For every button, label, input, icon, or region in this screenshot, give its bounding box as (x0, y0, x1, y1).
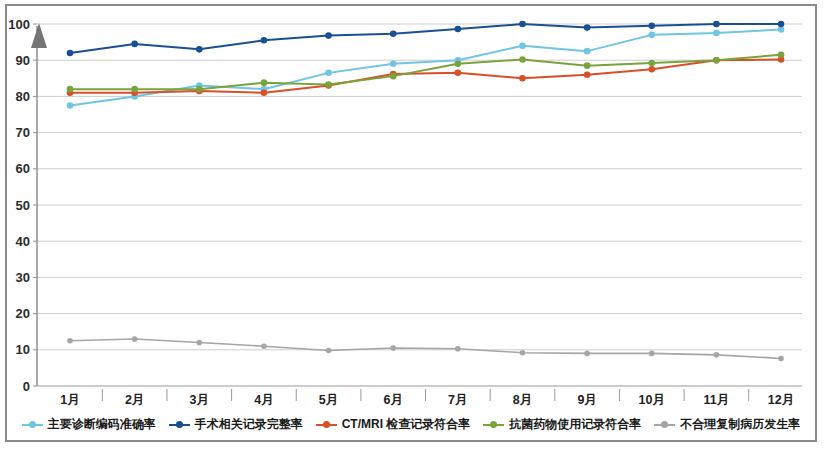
data-point (778, 21, 785, 28)
data-point (325, 32, 332, 39)
y-axis-tick-label: 30 (16, 270, 30, 285)
data-point (649, 351, 655, 357)
series-4 (67, 336, 784, 361)
data-point (325, 70, 332, 77)
data-point (648, 23, 655, 30)
y-axis-tick-label: 0 (23, 379, 30, 394)
series-line (70, 339, 781, 359)
chart-legend: 主要诊断编码准确率 手术相关记录完整率 CT/MRI 检查记录符合率 抗菌药物使… (7, 416, 815, 433)
legend-line-dot-icon (316, 420, 337, 429)
y-axis-tick-label: 50 (16, 198, 30, 213)
data-point (713, 21, 720, 28)
data-point (325, 81, 332, 88)
data-point (390, 61, 397, 68)
data-point (196, 340, 202, 346)
series-1 (67, 21, 785, 57)
data-point (455, 346, 461, 352)
data-point (648, 60, 655, 67)
legend-label: 主要诊断编码准确率 (48, 416, 156, 433)
data-point (584, 62, 591, 69)
y-axis-tick-label: 60 (16, 161, 30, 176)
x-axis-label: 12月 (768, 393, 794, 407)
y-axis-tick-label: 10 (16, 342, 30, 357)
legend-item-main-diagnosis: 主要诊断编码准确率 (22, 416, 156, 433)
data-point (714, 352, 720, 358)
legend-item-ct-mri: CT/MRI 检查记录符合率 (316, 416, 471, 433)
legend-label: 手术相关记录完整率 (195, 416, 303, 433)
data-point (519, 56, 526, 63)
legend-label: 不合理复制病历发生率 (680, 416, 800, 433)
y-axis-tick-label: 20 (16, 306, 30, 321)
data-point (455, 70, 462, 77)
line-chart-svg: 0 10 20 30 40 50 60 70 80 90 100 1月 2月 3月 4月 5月 6月 7月 8月 9月… (7, 6, 815, 410)
data-point (713, 30, 720, 37)
data-point (778, 356, 784, 362)
data-point (132, 336, 138, 342)
y-axis-arrow-up-icon (31, 23, 47, 48)
y-axis-tick-label: 70 (16, 125, 30, 140)
data-point (67, 50, 74, 57)
data-point (584, 351, 590, 357)
data-point (519, 42, 526, 49)
legend-item-antibiotics: 抗菌药物使用记录符合率 (483, 416, 641, 433)
data-point (261, 343, 267, 349)
data-point (261, 37, 268, 44)
data-point (390, 30, 397, 37)
x-axis-label: 1月 (60, 393, 79, 407)
x-axis-label: 11月 (704, 393, 730, 407)
data-point (648, 32, 655, 39)
data-point (390, 73, 397, 80)
legend-line-dot-icon (22, 420, 43, 429)
series-3 (67, 51, 785, 92)
data-point (67, 102, 74, 109)
x-axis-label: 10月 (639, 393, 665, 407)
data-point (584, 71, 591, 78)
data-point (67, 338, 73, 344)
data-point (131, 86, 138, 93)
y-axis-tick-label: 40 (16, 234, 30, 249)
y-axis-tick-label: 100 (8, 17, 30, 32)
series-line (70, 24, 781, 53)
data-point (326, 348, 332, 354)
data-point (778, 51, 785, 58)
series-line (70, 29, 781, 105)
data-point (390, 345, 396, 351)
data-point (520, 350, 526, 356)
legend-line-dot-icon (654, 420, 675, 429)
data-point (196, 46, 203, 53)
y-axis-tick-label: 90 (16, 53, 30, 68)
legend-item-duplicate-records: 不合理复制病历发生率 (654, 416, 800, 433)
data-point (519, 21, 526, 28)
data-point (584, 48, 591, 55)
data-point (455, 26, 462, 33)
data-point (261, 79, 268, 86)
chart-frame: 0 10 20 30 40 50 60 70 80 90 100 1月 2月 3月 4月 5月 6月 7月 8月 9月… (5, 4, 817, 442)
x-axis-label: 6月 (383, 393, 402, 407)
data-point (584, 24, 591, 31)
legend-line-dot-icon (169, 420, 190, 429)
x-axis-label: 9月 (577, 393, 596, 407)
y-axis-tick-label: 80 (16, 89, 30, 104)
data-point (131, 41, 138, 48)
legend-line-dot-icon (483, 420, 504, 429)
legend-item-surgery-records: 手术相关记录完整率 (169, 416, 303, 433)
data-point (196, 86, 203, 93)
series-line (70, 59, 781, 92)
data-point (519, 75, 526, 82)
x-axis-label: 7月 (448, 393, 467, 407)
data-point (67, 86, 74, 93)
x-axis-label: 5月 (319, 393, 338, 407)
x-axis-label: 2月 (125, 393, 144, 407)
data-point (261, 89, 268, 96)
x-axis-label: 8月 (513, 393, 532, 407)
legend-label: 抗菌药物使用记录符合率 (509, 416, 641, 433)
data-point (455, 61, 462, 68)
legend-label: CT/MRI 检查记录符合率 (342, 416, 471, 433)
x-axis-label: 4月 (254, 393, 273, 407)
x-axis-label: 3月 (190, 393, 209, 407)
data-point (713, 57, 720, 64)
data-point (648, 66, 655, 73)
